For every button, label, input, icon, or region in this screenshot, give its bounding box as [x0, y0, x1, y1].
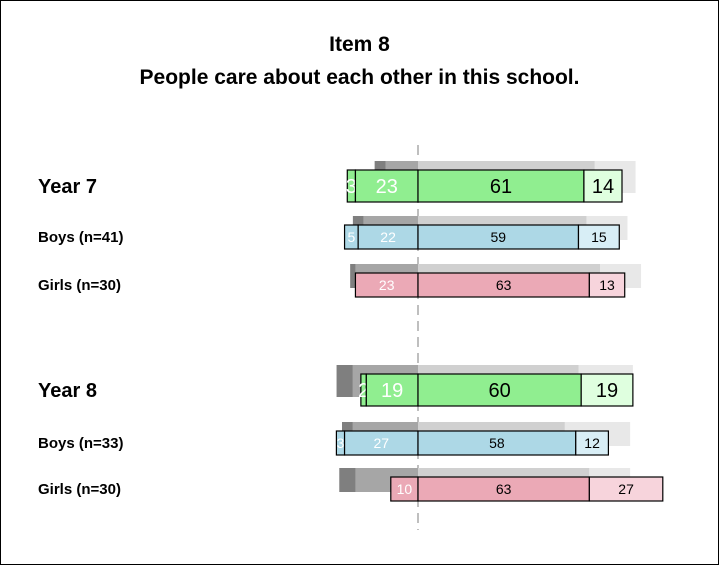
row-label: Girls (n=30) [38, 481, 121, 498]
bar-strongly-positive-label: 14 [592, 176, 614, 198]
bar-strongly-negative-label: 3 [337, 435, 345, 451]
bar-positive-label: 63 [496, 481, 512, 497]
group-label: Year 8 [38, 380, 97, 402]
bar-strongly-negative-label: 3 [346, 176, 357, 198]
bar-negative-label: 22 [380, 229, 396, 245]
bar-strongly-positive-label: 27 [618, 481, 634, 497]
bar-positive [417, 272, 590, 298]
bar-strongly-positive [577, 224, 620, 250]
bar-negative-label: 23 [379, 277, 395, 293]
shadow-bar-strongly-negative [336, 365, 353, 397]
bar-strongly-positive-label: 12 [584, 435, 600, 451]
bar-strongly-negative-label: 5 [347, 229, 355, 245]
bar-strongly-positive [588, 476, 664, 502]
bar-positive [417, 373, 582, 407]
bar-strongly-positive [575, 430, 610, 456]
chart-subtitle: People care about each other in this sch… [0, 66, 719, 90]
bar-negative [354, 272, 419, 298]
bar-positive [417, 169, 585, 203]
bar-positive-label: 61 [490, 176, 512, 198]
bar-negative [357, 224, 419, 250]
bar-strongly-positive [583, 169, 623, 203]
bar-negative [354, 169, 419, 203]
bar-strongly-positive [588, 272, 626, 298]
bar-strongly-positive-label: 19 [596, 380, 618, 402]
shadow-bar-strongly-negative [350, 264, 356, 288]
shadow-bar-strongly-negative [339, 468, 356, 492]
row-label: Boys (n=41) [38, 229, 123, 246]
bar-positive [417, 476, 590, 502]
bar-negative-label: 27 [373, 435, 389, 451]
chart-title: Item 8 [329, 33, 390, 56]
row-label: Girls (n=30) [38, 277, 121, 294]
bar-strongly-positive-label: 15 [591, 229, 607, 245]
bar-strongly-positive [580, 373, 634, 407]
bar-negative-label: 23 [376, 176, 398, 198]
row-label: Boys (n=33) [38, 435, 123, 452]
bar-negative-label: 19 [381, 380, 403, 402]
bar-positive-label: 60 [488, 380, 510, 402]
bar-positive-label: 63 [496, 277, 512, 293]
bar-positive-label: 58 [489, 435, 505, 451]
chart-subtitle-text: People care about each other in this sch… [139, 66, 580, 89]
bar-strongly-positive-label: 13 [599, 277, 615, 293]
bar-positive-label: 59 [490, 229, 506, 245]
bar-negative-label: 10 [397, 481, 413, 497]
group-label: Year 7 [38, 176, 97, 198]
bar-strongly-negative-label: 2 [358, 380, 369, 402]
bar-positive [417, 224, 580, 250]
bar-negative [343, 430, 419, 456]
